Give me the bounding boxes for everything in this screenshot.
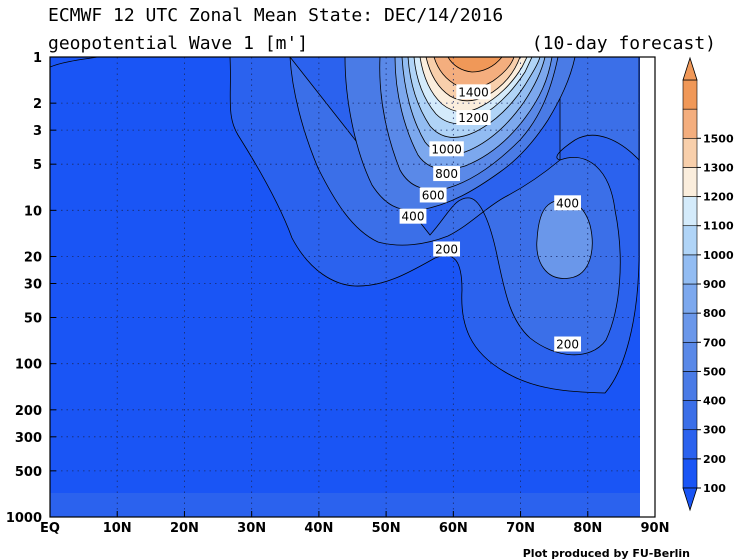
colorbar-label: 800 bbox=[703, 307, 726, 320]
y-tick-label: 1 bbox=[33, 51, 42, 66]
colorbar-swatch bbox=[682, 341, 698, 372]
band-1500 bbox=[447, 57, 503, 73]
colorbar-label: 300 bbox=[703, 424, 726, 437]
colorbar-label: 400 bbox=[703, 395, 726, 408]
x-tick-label: 50N bbox=[372, 521, 401, 536]
y-tick-label: 200 bbox=[15, 404, 42, 419]
contour-label-bg bbox=[433, 166, 461, 182]
colorbar: 100 200 300 400 500 700 800 900 1000 1100 1200 1300… bbox=[682, 56, 734, 512]
forecast-label: (10-day forecast) bbox=[531, 33, 716, 54]
x-axis: EQ 10N 20N 30N 40N 50N 60N 70N 80N 90N bbox=[40, 511, 669, 536]
colorbar-bottom-arrow bbox=[682, 487, 698, 512]
contour-label: 400 bbox=[402, 210, 425, 224]
colorbar-swatch bbox=[682, 79, 698, 110]
colorbar-label: 900 bbox=[703, 278, 726, 291]
y-axis: 1 2 3 5 10 20 30 50 100 200 300 500 1000 bbox=[6, 51, 56, 526]
x-tick-label: 40N bbox=[304, 521, 333, 536]
y-tick-label: 5 bbox=[33, 158, 42, 173]
contour-label-bg bbox=[399, 208, 427, 224]
contour-label-bg bbox=[554, 336, 582, 352]
colorbar-swatch bbox=[682, 167, 698, 197]
colorbar-label: 1200 bbox=[703, 191, 734, 204]
x-tick-label: 30N bbox=[237, 521, 266, 536]
colorbar-label: 100 bbox=[703, 482, 726, 495]
colorbar-label: 1500 bbox=[703, 132, 734, 145]
contour-label-bg bbox=[429, 141, 464, 157]
y-tick-label: 500 bbox=[15, 465, 42, 480]
band-400b bbox=[536, 199, 593, 279]
colorbar-swatch bbox=[682, 137, 698, 168]
colorbar-swatch bbox=[682, 371, 698, 401]
chart-subtitle: geopotential Wave 1 [m'] bbox=[48, 33, 309, 54]
contour-label: 1400 bbox=[458, 85, 489, 99]
colorbar-label: 200 bbox=[703, 453, 726, 466]
colorbar-swatch bbox=[682, 108, 698, 139]
colorbar-swatch bbox=[682, 312, 698, 343]
x-tick-label: 20N bbox=[170, 521, 199, 536]
contour-label: 200 bbox=[556, 338, 579, 352]
band-small-topleft bbox=[50, 57, 99, 68]
plot-right-strip bbox=[640, 57, 655, 517]
contour-label: 400 bbox=[556, 196, 579, 210]
contour-label-bg bbox=[456, 84, 491, 100]
contour-labels: 1400 1200 1000 800 600 400 200 400 200 bbox=[399, 84, 582, 352]
colorbar-swatch bbox=[682, 429, 698, 460]
contour-label-bg bbox=[419, 187, 447, 203]
contour-label-bg bbox=[433, 241, 461, 257]
credit-text: Plot produced by FU-Berlin bbox=[522, 547, 690, 560]
y-tick-label: 1000 bbox=[6, 511, 42, 526]
colorbar-label: 500 bbox=[703, 365, 726, 378]
contour-label: 200 bbox=[435, 242, 458, 256]
y-tick-label: 50 bbox=[24, 312, 42, 327]
x-tick-label: 80N bbox=[573, 521, 602, 536]
contour-label: 1200 bbox=[458, 111, 489, 125]
x-tick-label: 60N bbox=[439, 521, 468, 536]
colorbar-swatch bbox=[682, 400, 698, 431]
contour-label: 800 bbox=[435, 167, 458, 181]
y-tick-label: 300 bbox=[15, 431, 42, 446]
colorbar-label: 700 bbox=[703, 336, 726, 349]
plot-bottom-band bbox=[50, 493, 640, 517]
x-tick-label: 90N bbox=[641, 521, 670, 536]
colorbar-label: 1000 bbox=[703, 249, 734, 262]
band-300 bbox=[289, 57, 640, 356]
y-tick-label: 20 bbox=[24, 250, 42, 265]
y-tick-label: 100 bbox=[15, 358, 42, 373]
chart-title: ECMWF 12 UTC Zonal Mean State: DEC/14/20… bbox=[48, 5, 504, 26]
y-tick-label: 3 bbox=[33, 124, 42, 139]
contour-label: 1000 bbox=[431, 142, 462, 156]
x-tick-label: 10N bbox=[103, 521, 132, 536]
colorbar-swatch bbox=[682, 225, 698, 256]
colorbar-label: 1300 bbox=[703, 161, 734, 174]
contour-label: 600 bbox=[422, 188, 445, 202]
colorbar-swatch bbox=[682, 196, 698, 227]
y-tick-label: 30 bbox=[24, 277, 42, 292]
colorbar-label: 1100 bbox=[703, 220, 734, 233]
contour-label-bg bbox=[554, 195, 582, 211]
colorbar-top-arrow bbox=[682, 56, 698, 81]
x-tick-label: EQ bbox=[40, 521, 60, 536]
contour-label-bg bbox=[456, 110, 491, 126]
colorbar-swatch bbox=[682, 458, 698, 489]
x-tick-label: 70N bbox=[506, 521, 535, 536]
colorbar-swatch bbox=[682, 254, 698, 285]
plot-frame bbox=[49, 56, 656, 518]
y-tick-label: 10 bbox=[24, 204, 42, 219]
y-tick-label: 2 bbox=[33, 97, 42, 112]
colorbar-swatch bbox=[682, 283, 698, 314]
